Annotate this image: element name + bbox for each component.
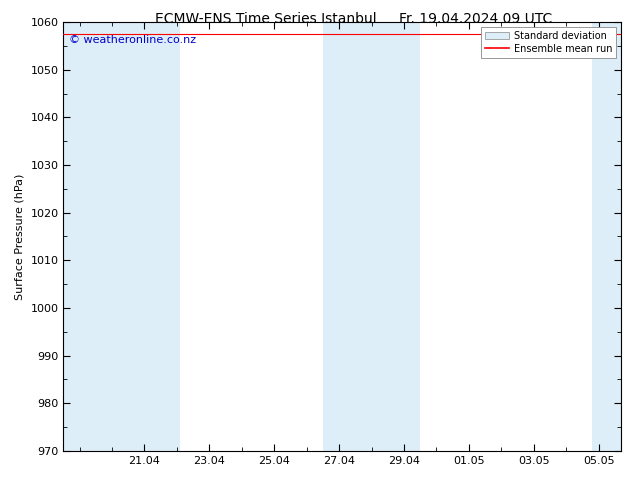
Legend: Standard deviation, Ensemble mean run: Standard deviation, Ensemble mean run [481,27,616,58]
Text: Fr. 19.04.2024 09 UTC: Fr. 19.04.2024 09 UTC [399,12,552,26]
Text: © weatheronline.co.nz: © weatheronline.co.nz [69,35,196,45]
Bar [346,22,420,451]
Y-axis label: Surface Pressure (hPa): Surface Pressure (hPa) [15,173,25,299]
Text: ECMW-ENS Time Series Istanbul: ECMW-ENS Time Series Istanbul [155,12,377,26]
Bar [592,22,621,451]
Bar [112,22,180,451]
Bar [63,22,112,451]
Bar [323,22,346,451]
